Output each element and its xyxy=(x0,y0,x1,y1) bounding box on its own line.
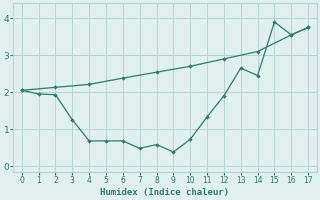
X-axis label: Humidex (Indice chaleur): Humidex (Indice chaleur) xyxy=(100,188,229,197)
